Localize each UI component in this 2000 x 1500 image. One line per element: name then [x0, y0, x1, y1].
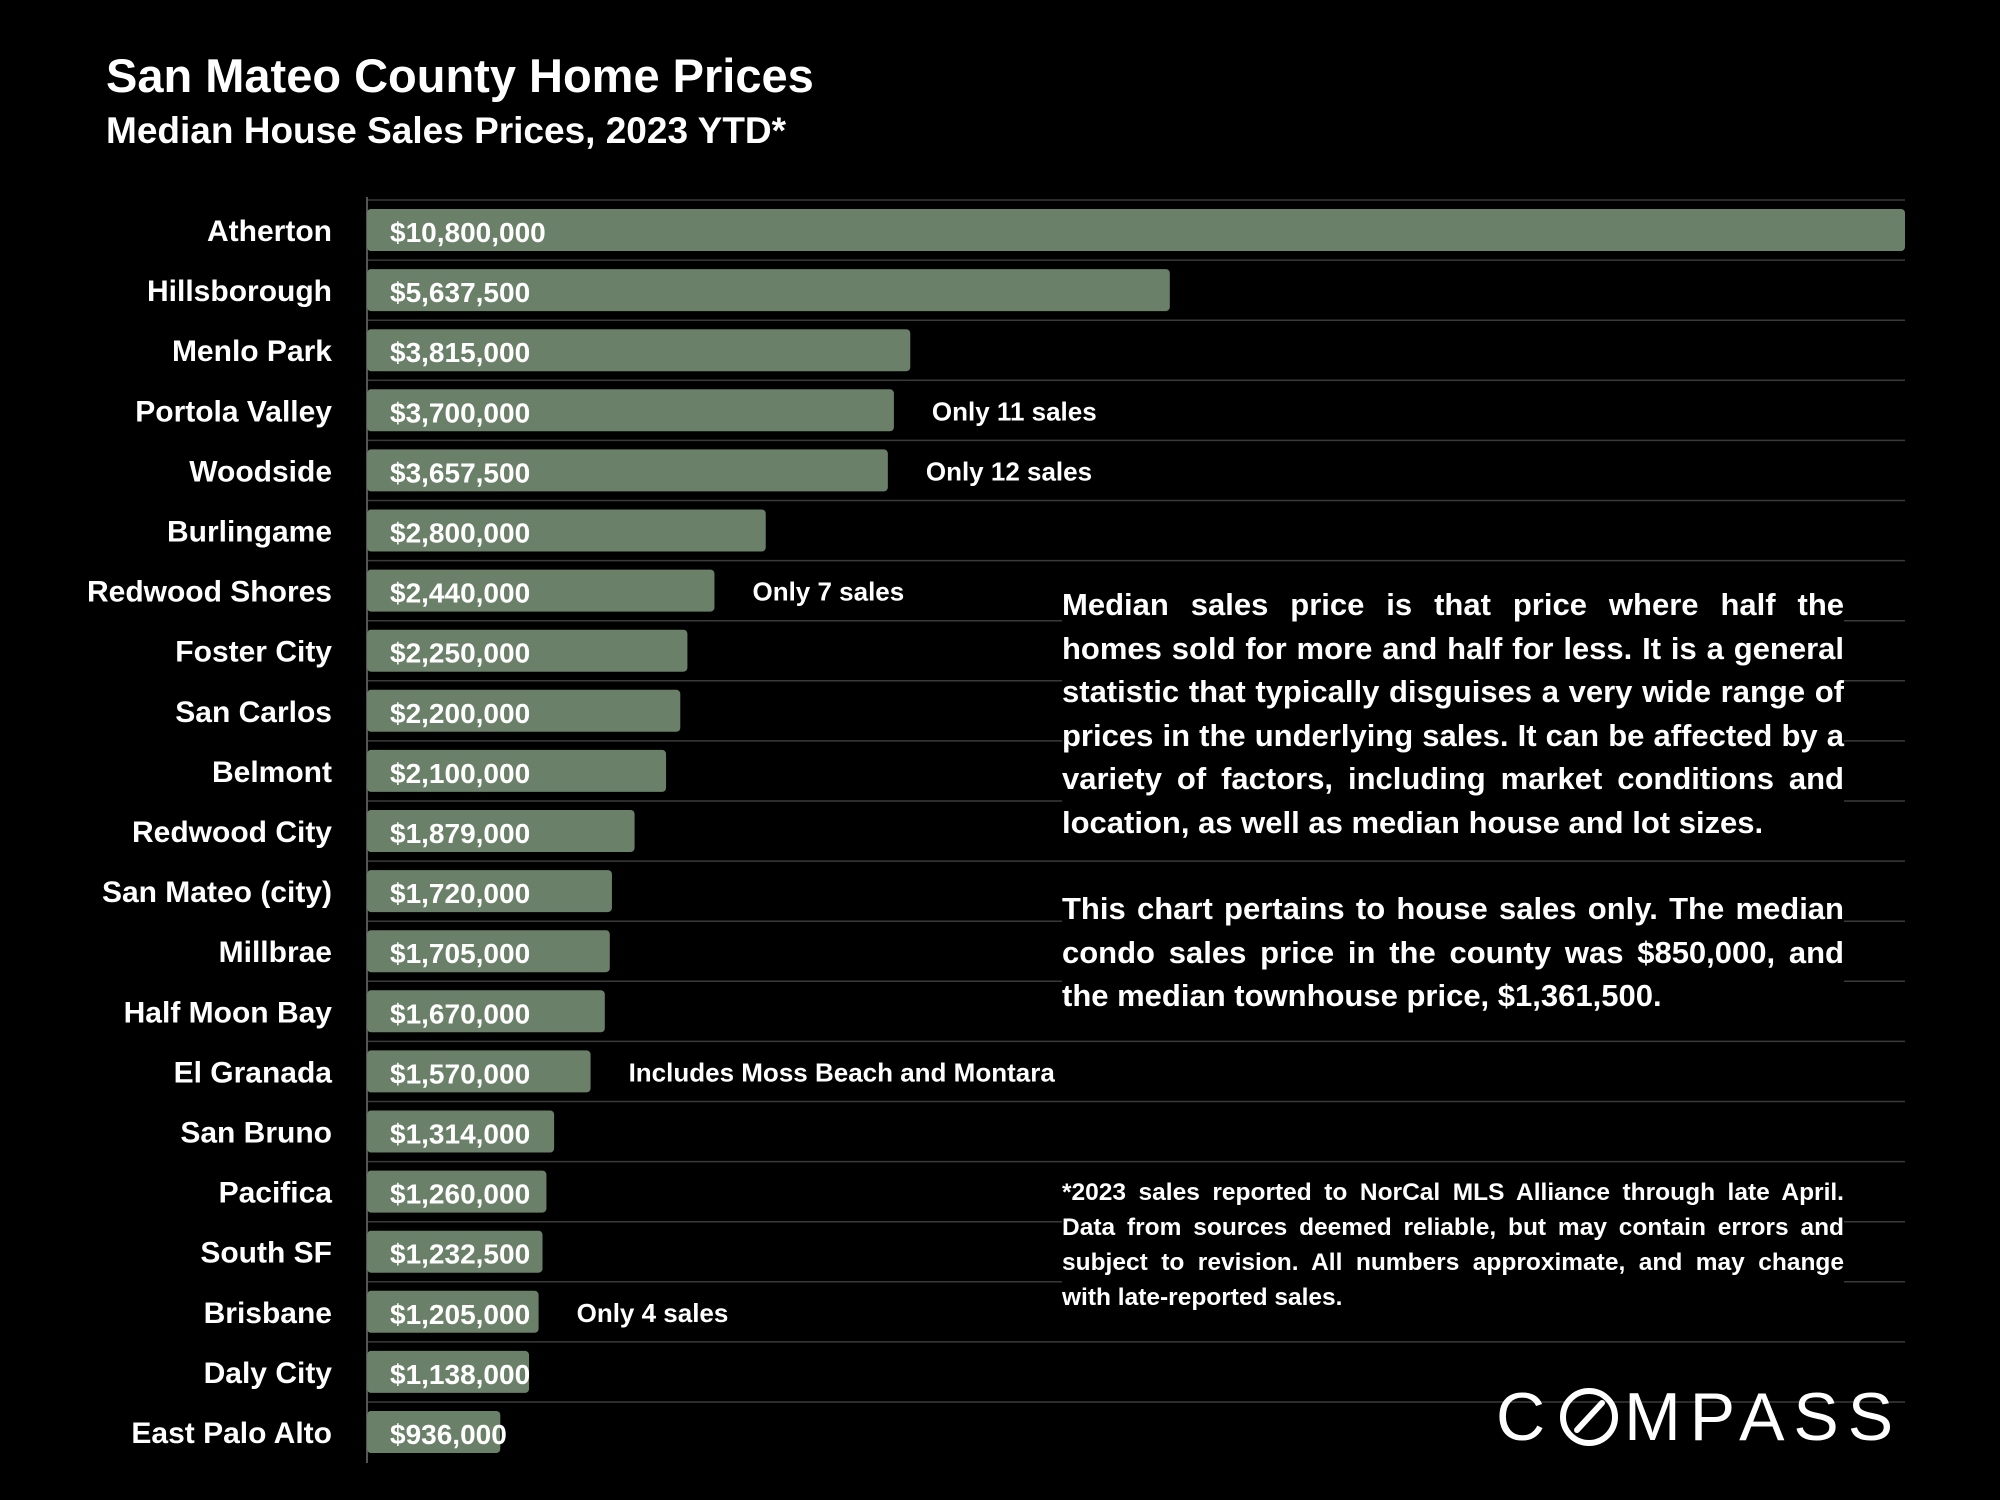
bar: [367, 689, 681, 732]
bar-annotation: Includes Moss Beach and Montara: [629, 1057, 1056, 1087]
category-label: Foster City: [175, 636, 332, 669]
bar-annotation: Only 7 sales: [752, 577, 904, 607]
category-label: Millbrae: [219, 936, 332, 969]
value-label: $2,200,000: [390, 698, 530, 729]
value-label: $1,205,000: [390, 1299, 530, 1330]
category-label: San Carlos: [175, 696, 332, 729]
value-label: $3,815,000: [390, 337, 530, 368]
category-label: South SF: [200, 1237, 332, 1270]
bar: [367, 1290, 539, 1333]
value-label: $1,232,500: [390, 1239, 530, 1270]
compass-logo: C MPASS: [1496, 1378, 1902, 1456]
bar: [367, 1050, 591, 1093]
bar: [367, 509, 766, 552]
bar: [367, 990, 605, 1033]
bar: [367, 449, 888, 492]
category-label: East Palo Alto: [131, 1417, 332, 1450]
annotations: Only 11 sales Only 12 sales Only 7 sales In…: [577, 396, 1097, 1328]
bar: [367, 629, 688, 672]
bar: [367, 749, 667, 792]
value-label: $1,705,000: [390, 938, 530, 969]
category-label: Atherton: [207, 215, 332, 248]
value-label: $1,138,000: [390, 1359, 530, 1390]
bar: [367, 209, 1905, 251]
category-label: Brisbane: [204, 1297, 332, 1330]
bar: [367, 1110, 555, 1153]
value-label: $1,720,000: [390, 878, 530, 909]
bar: [367, 930, 610, 973]
bars: [367, 209, 1905, 1453]
category-label: Burlingame: [167, 516, 332, 549]
bar: [367, 810, 635, 852]
value-labels: $10,800,000 $5,637,500 $3,815,000 $3,700,00…: [390, 217, 546, 1450]
category-label: Redwood Shores: [87, 576, 332, 609]
bar: [367, 1350, 530, 1393]
chart-title: San Mateo County Home Prices: [106, 49, 814, 102]
value-label: $2,250,000: [390, 638, 530, 669]
value-label: $936,000: [390, 1419, 507, 1450]
category-label: Half Moon Bay: [124, 996, 333, 1029]
bar-annotation: Only 12 sales: [926, 456, 1092, 486]
category-label: Woodside: [189, 455, 332, 488]
value-label: $10,800,000: [390, 217, 546, 248]
condo-townhouse-paragraph: This chart pertains to house sales only.…: [1062, 887, 1844, 1018]
category-label: Menlo Park: [172, 335, 332, 368]
bar: [367, 269, 1170, 312]
bar: [367, 1230, 543, 1273]
category-label: San Bruno: [180, 1117, 332, 1150]
category-label: Daly City: [204, 1357, 333, 1390]
value-label: $1,670,000: [390, 998, 530, 1029]
logo-letters-mpass: MPASS: [1624, 1379, 1903, 1455]
bar: [367, 870, 612, 913]
category-label: Pacifica: [219, 1177, 333, 1210]
bar-annotation: Only 11 sales: [932, 396, 1097, 426]
value-label: $3,700,000: [390, 397, 530, 428]
value-label: $1,879,000: [390, 818, 530, 849]
compass-o-icon: [1560, 1388, 1619, 1446]
bar: [367, 329, 911, 372]
bar: [367, 1411, 501, 1453]
value-label: $2,800,000: [390, 518, 530, 549]
category-labels: Atherton Hillsborough Menlo Park Portola Va…: [87, 215, 332, 1450]
logo-letter-c: C: [1496, 1379, 1555, 1455]
explanation-paragraph: Median sales price is that price where h…: [1062, 583, 1844, 844]
value-label: $1,314,000: [390, 1119, 530, 1150]
bar: [367, 1170, 547, 1213]
value-label: $3,657,500: [390, 457, 530, 488]
category-label: San Mateo (city): [102, 876, 332, 909]
footnote: *2023 sales reported to NorCal MLS Allia…: [1062, 1175, 1844, 1315]
chart-subtitle: Median House Sales Prices, 2023 YTD*: [106, 110, 787, 151]
bar-annotation: Only 4 sales: [577, 1298, 729, 1328]
bar: [367, 389, 894, 432]
category-label: Belmont: [212, 756, 332, 789]
value-label: $1,570,000: [390, 1058, 530, 1089]
value-label: $1,260,000: [390, 1179, 530, 1210]
value-label: $2,440,000: [390, 578, 530, 609]
value-label: $5,637,500: [390, 277, 530, 308]
category-label: Redwood City: [132, 816, 332, 849]
category-label: Hillsborough: [147, 275, 332, 308]
value-label: $2,100,000: [390, 758, 530, 789]
category-label: El Granada: [174, 1056, 333, 1089]
category-label: Portola Valley: [135, 395, 332, 428]
bar: [367, 569, 715, 612]
